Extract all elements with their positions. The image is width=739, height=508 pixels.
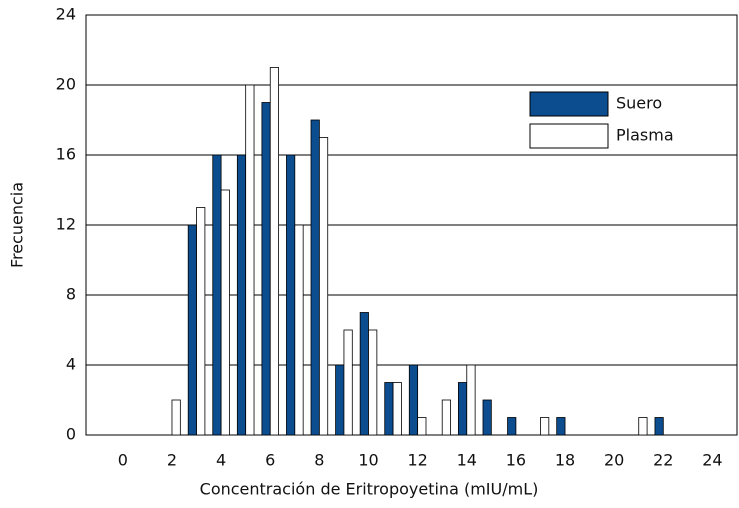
bar bbox=[408, 364, 419, 436]
x-tick-label: 10 bbox=[358, 451, 378, 470]
bar bbox=[220, 189, 230, 436]
bar bbox=[458, 382, 468, 436]
bar bbox=[417, 417, 427, 436]
y-tick-label: 12 bbox=[56, 215, 76, 234]
x-tick-label: 24 bbox=[702, 451, 722, 470]
bar bbox=[310, 119, 320, 436]
legend-label: Suero bbox=[616, 94, 662, 113]
x-tick-label: 4 bbox=[216, 451, 226, 470]
bar bbox=[540, 417, 550, 436]
bar bbox=[171, 399, 181, 436]
bar bbox=[196, 207, 206, 436]
bar bbox=[384, 382, 394, 436]
y-tick-label: 24 bbox=[56, 5, 76, 24]
bar bbox=[507, 417, 517, 436]
bar bbox=[294, 224, 304, 436]
bar bbox=[187, 224, 197, 436]
bar bbox=[318, 137, 329, 436]
x-tick-label: 12 bbox=[407, 451, 427, 470]
x-tick-label: 8 bbox=[314, 451, 324, 470]
bar bbox=[466, 364, 476, 436]
bar bbox=[368, 329, 378, 436]
bar bbox=[441, 399, 451, 436]
x-tick-label: 16 bbox=[506, 451, 526, 470]
x-tick-label: 20 bbox=[604, 451, 624, 470]
legend-swatch bbox=[529, 91, 609, 117]
bar bbox=[638, 417, 648, 436]
bar bbox=[359, 312, 369, 436]
legend-label: Plasma bbox=[616, 126, 674, 145]
x-tick-label: 0 bbox=[118, 451, 128, 470]
bar bbox=[343, 329, 353, 436]
bar bbox=[286, 154, 296, 436]
y-tick-label: 16 bbox=[56, 145, 76, 164]
bar bbox=[269, 67, 279, 436]
bar bbox=[392, 382, 402, 436]
bar bbox=[212, 154, 222, 436]
legend-swatch bbox=[529, 123, 609, 149]
y-tick-label: 20 bbox=[56, 75, 76, 94]
bar bbox=[654, 417, 664, 436]
y-axis-label: Frecuencia bbox=[8, 182, 27, 268]
x-tick-label: 22 bbox=[653, 451, 673, 470]
x-tick-label: 14 bbox=[457, 451, 477, 470]
x-tick-label: 6 bbox=[265, 451, 275, 470]
bar bbox=[245, 84, 255, 436]
x-tick-label: 18 bbox=[555, 451, 575, 470]
bar bbox=[261, 102, 271, 436]
y-tick-label: 8 bbox=[66, 285, 76, 304]
x-tick-label: 2 bbox=[167, 451, 177, 470]
bar bbox=[335, 364, 345, 436]
x-axis-label: Concentración de Eritropoyetina (mIU/mL) bbox=[200, 480, 539, 499]
y-tick-label: 0 bbox=[66, 425, 76, 444]
y-tick-label: 4 bbox=[66, 355, 76, 374]
bar bbox=[236, 154, 247, 436]
bar bbox=[482, 399, 492, 436]
bar bbox=[556, 417, 566, 436]
